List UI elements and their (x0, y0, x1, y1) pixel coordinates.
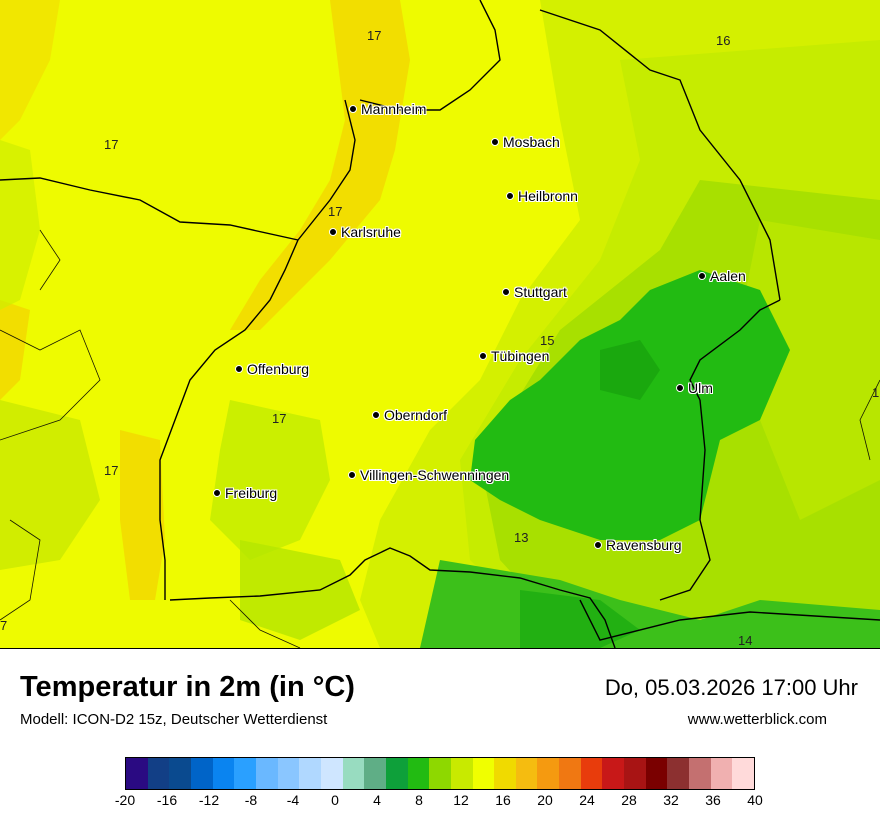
city-ulm: Ulm (676, 380, 713, 396)
city-marker-icon (491, 138, 499, 146)
colorbar-swatch (147, 758, 170, 789)
city-offenburg: Offenburg (235, 361, 309, 377)
temperature-map: Mannheim Mosbach Heilbronn Karlsruhe Aal… (0, 0, 880, 649)
colorbar-tick-label: 16 (495, 792, 511, 808)
colorbar-tick-label: 12 (453, 792, 469, 808)
colorbar-tick-label: -8 (244, 792, 258, 808)
colorbar-swatch (364, 758, 386, 789)
city-oberndorf: Oberndorf (372, 407, 447, 423)
city-marker-icon (329, 228, 337, 236)
city-stuttgart: Stuttgart (502, 284, 567, 300)
colorbar-swatch (515, 758, 538, 789)
colorbar-swatch (320, 758, 343, 789)
colorbar-swatch (277, 758, 300, 789)
colorbar-swatch (710, 758, 733, 789)
city-marker-icon (502, 288, 510, 296)
city-mosbach: Mosbach (491, 134, 560, 150)
colorbar-tick-label: -20 (114, 792, 136, 808)
city-marker-icon (213, 489, 221, 497)
colorbar-swatch (537, 758, 560, 789)
isotherm-label: 17 (272, 411, 287, 426)
isotherm-label: 14 (738, 633, 753, 648)
colorbar-swatch (385, 758, 408, 789)
forecast-datetime: Do, 05.03.2026 17:00 Uhr (604, 675, 858, 700)
colorbar-tick-label: 40 (747, 792, 763, 808)
isotherm-label: 15 (540, 333, 555, 348)
city-marker-icon (594, 541, 602, 549)
website-link[interactable]: www.wetterblick.com (687, 711, 827, 728)
city-marker-icon (349, 105, 357, 113)
city-heilbronn: Heilbronn (506, 188, 578, 204)
city-aalen: Aalen (698, 268, 746, 284)
colorbar-swatch (559, 758, 581, 789)
isotherm-label: 17 (104, 137, 119, 152)
city-freiburg: Freiburg (213, 485, 277, 501)
colorbar-swatch (602, 758, 625, 789)
isotherm-label: 1 (872, 385, 880, 400)
isotherm-label: 13 (514, 530, 529, 545)
city-ravensburg: Ravensburg (594, 537, 682, 553)
city-villingen-schwenningen: Villingen-Schwenningen (348, 467, 509, 483)
colorbar-swatch (429, 758, 451, 789)
colorbar-swatch (299, 758, 321, 789)
colorbar-swatch (645, 758, 668, 789)
colorbar-swatch (234, 758, 256, 789)
colorbar-tick-label: -4 (286, 792, 300, 808)
colorbar-tick-label: 0 (331, 792, 339, 808)
model-info: Modell: ICON-D2 15z, Deutscher Wetterdie… (20, 711, 328, 728)
map-footer: Temperatur in 2m (in °C) Modell: ICON-D2… (0, 649, 880, 830)
colorbar-tick-label: 32 (663, 792, 679, 808)
city-marker-icon (235, 365, 243, 373)
isotherm-label: 16 (716, 33, 731, 48)
colorbar-swatch (624, 758, 646, 789)
colorbar-tick-label: -12 (198, 792, 220, 808)
colorbar-swatch (580, 758, 603, 789)
colorbar-swatch (732, 758, 755, 789)
city-marker-icon (372, 411, 380, 419)
city-marker-icon (479, 352, 487, 360)
city-tuebingen: Tübingen (479, 348, 549, 364)
city-marker-icon (506, 192, 514, 200)
colorbar-swatch (494, 758, 516, 789)
colorbar-swatch (450, 758, 473, 789)
colorbar-swatch (342, 758, 365, 789)
colorbar-ticks: -20 -16 -12 -8 -4 0 4 8 12 16 20 24 28 32 36 40 (115, 792, 763, 812)
colorbar-swatch (190, 758, 213, 789)
colorbar-tick-label: 8 (415, 792, 423, 808)
isotherm-label: 17 (367, 28, 382, 43)
colorbar-swatch (472, 758, 495, 789)
colorbar-tick-label: 4 (373, 792, 381, 808)
colorbar-swatch (407, 758, 430, 789)
colorbar-swatch (212, 758, 235, 789)
colorbar-tick-label: 24 (579, 792, 595, 808)
city-mannheim: Mannheim (349, 101, 426, 117)
colorbar-tick-label: -16 (156, 792, 178, 808)
colorbar-swatch (667, 758, 690, 789)
city-marker-icon (698, 272, 706, 280)
colorbar-swatch (126, 758, 148, 789)
colorbar-tick-label: 28 (621, 792, 637, 808)
map-title: Temperatur in 2m (in °C) (20, 671, 355, 703)
city-marker-icon (348, 471, 356, 479)
colorbar-swatch (689, 758, 711, 789)
temperature-field (0, 0, 880, 648)
isotherm-label: 7 (0, 618, 8, 633)
city-marker-icon (676, 384, 684, 392)
isotherm-label: 17 (328, 204, 343, 219)
colorbar-swatch (169, 758, 191, 789)
isotherm-label: 17 (104, 463, 119, 478)
city-karlsruhe: Karlsruhe (329, 224, 401, 240)
temperature-colorbar (125, 757, 755, 790)
colorbar-tick-label: 36 (705, 792, 721, 808)
colorbar-swatch (255, 758, 278, 789)
colorbar-tick-label: 20 (537, 792, 553, 808)
